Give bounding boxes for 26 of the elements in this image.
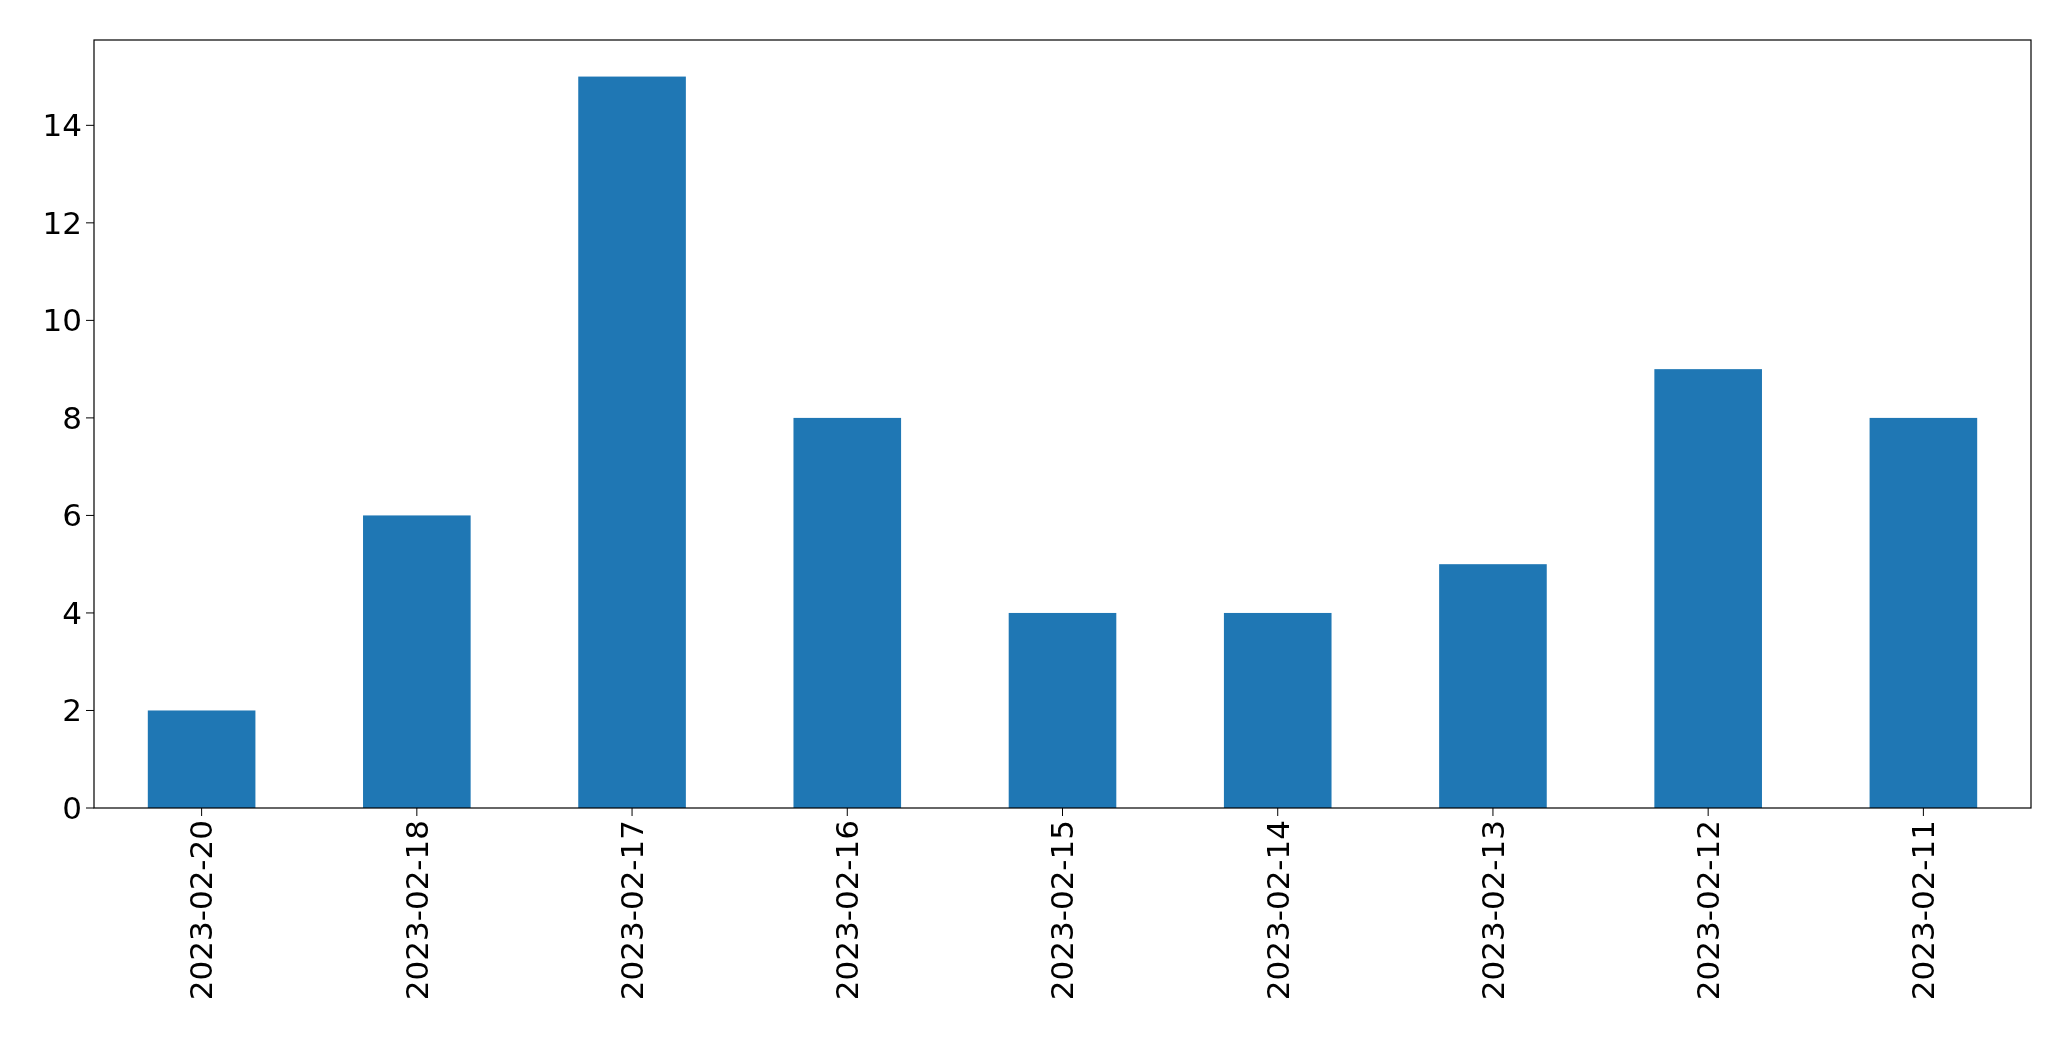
y-tick-label: 2 (62, 692, 82, 729)
x-tick-label: 2023-02-12 (1690, 820, 1727, 1001)
bar (793, 417, 902, 808)
x-tick-label: 2023-02-16 (829, 820, 866, 1001)
x-tick-label: 2023-02-17 (613, 820, 650, 1001)
bar (1869, 417, 1978, 808)
bar (1223, 612, 1332, 808)
bar (147, 710, 256, 808)
x-tick-label: 2023-02-20 (183, 820, 220, 1001)
x-tick-label: 2023-02-14 (1259, 820, 1296, 1001)
x-tick-label: 2023-02-15 (1044, 820, 1081, 1001)
y-tick-label: 6 (62, 497, 82, 534)
x-tick-label: 2023-02-13 (1474, 820, 1511, 1001)
y-tick-label: 12 (42, 204, 82, 241)
x-tick-label: 2023-02-18 (398, 820, 435, 1001)
y-tick-label: 14 (42, 107, 82, 144)
y-tick-label: 4 (62, 594, 82, 631)
y-tick-label: 8 (62, 399, 82, 436)
bar (1439, 564, 1547, 808)
x-tick-label: 2023-02-11 (1905, 820, 1942, 1001)
bar (1654, 369, 1762, 808)
bar (1008, 612, 1117, 808)
y-tick-label: 10 (42, 302, 82, 339)
y-tick-label: 0 (62, 789, 82, 826)
bar (578, 76, 686, 808)
bar (363, 515, 471, 808)
